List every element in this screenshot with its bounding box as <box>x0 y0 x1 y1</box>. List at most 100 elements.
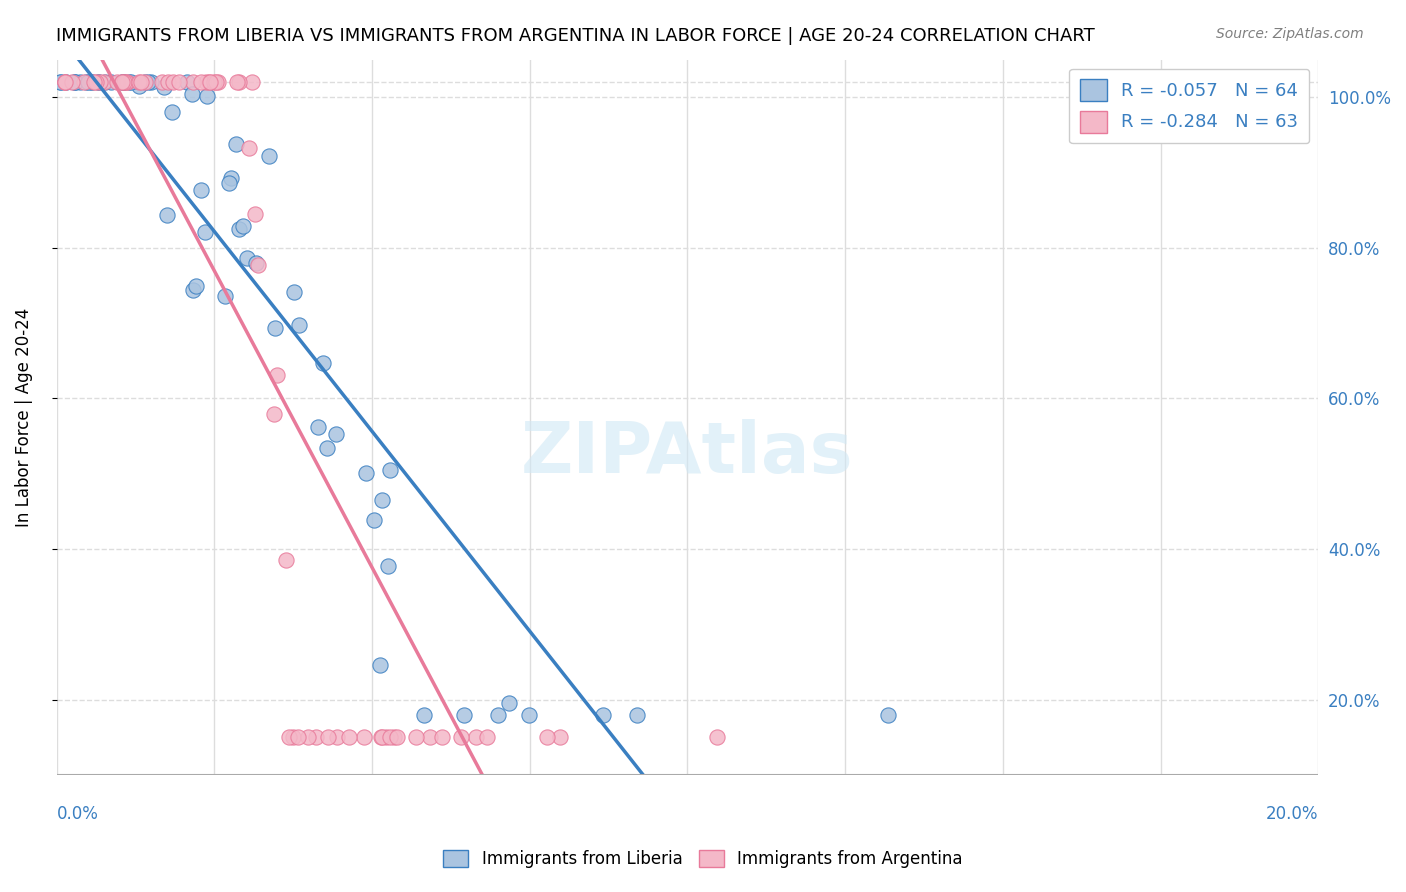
Legend: R = -0.057   N = 64, R = -0.284   N = 63: R = -0.057 N = 64, R = -0.284 N = 63 <box>1069 69 1309 144</box>
Point <box>283 285 305 300</box>
Point <box>316 441 339 455</box>
Point <box>118 75 141 89</box>
Point <box>354 466 377 480</box>
Point <box>548 731 571 745</box>
Point <box>162 75 184 89</box>
Point <box>706 731 728 745</box>
Point <box>486 707 509 722</box>
Point <box>264 321 287 335</box>
Y-axis label: In Labor Force | Age 20-24: In Labor Force | Age 20-24 <box>15 308 32 527</box>
Point <box>337 731 360 745</box>
Point <box>87 75 110 89</box>
Point <box>218 177 240 191</box>
Point <box>80 75 103 89</box>
Point <box>325 731 347 745</box>
Point <box>112 75 135 89</box>
Point <box>475 731 498 745</box>
Point <box>111 75 134 89</box>
Point <box>190 183 212 197</box>
Point <box>432 731 454 745</box>
Point <box>100 75 122 89</box>
Point <box>498 696 520 710</box>
Point <box>202 75 225 89</box>
Point <box>197 75 219 89</box>
Text: 0.0%: 0.0% <box>56 805 98 823</box>
Point <box>257 148 280 162</box>
Point <box>263 407 285 421</box>
Point <box>105 75 128 89</box>
Point <box>114 75 136 89</box>
Point <box>325 427 347 442</box>
Point <box>80 75 103 89</box>
Point <box>232 219 254 234</box>
Point <box>160 105 183 120</box>
Point <box>305 731 328 745</box>
Point <box>276 553 298 567</box>
Point <box>63 75 86 89</box>
Point <box>128 75 150 89</box>
Point <box>219 170 242 185</box>
Point <box>84 75 107 89</box>
Point <box>246 258 269 272</box>
Point <box>195 88 218 103</box>
Point <box>153 80 176 95</box>
Point <box>167 75 190 89</box>
Point <box>450 731 472 745</box>
Point <box>53 75 76 89</box>
Point <box>380 463 402 477</box>
Point <box>405 731 427 745</box>
Point <box>134 75 156 89</box>
Point <box>353 731 375 745</box>
Point <box>139 75 162 89</box>
Point <box>238 141 260 155</box>
Point <box>53 75 76 89</box>
Text: ZIPAtlas: ZIPAtlas <box>522 418 853 488</box>
Point <box>129 75 152 89</box>
Point <box>87 75 110 89</box>
Point <box>150 75 173 89</box>
Point <box>83 75 105 89</box>
Point <box>111 75 134 89</box>
Point <box>235 252 257 266</box>
Point <box>375 731 398 745</box>
Point <box>120 75 142 89</box>
Point <box>76 75 98 89</box>
Point <box>63 75 86 89</box>
Point <box>370 658 392 673</box>
Point <box>111 75 134 89</box>
Point <box>214 289 236 303</box>
Point <box>156 75 179 89</box>
Point <box>181 87 204 101</box>
Point <box>370 731 392 745</box>
Point <box>277 731 299 745</box>
Point <box>453 707 475 722</box>
Point <box>186 279 208 293</box>
Point <box>138 75 160 89</box>
Point <box>242 75 264 89</box>
Point <box>128 79 150 94</box>
Point <box>94 75 117 89</box>
Text: IMMIGRANTS FROM LIBERIA VS IMMIGRANTS FROM ARGENTINA IN LABOR FORCE | AGE 20-24 : IMMIGRANTS FROM LIBERIA VS IMMIGRANTS FR… <box>56 27 1095 45</box>
Point <box>69 75 91 89</box>
Point <box>53 75 76 89</box>
Point <box>419 731 441 745</box>
Point <box>318 731 340 745</box>
Point <box>63 75 86 89</box>
Point <box>592 707 614 722</box>
Point <box>371 493 394 508</box>
Point <box>287 318 309 333</box>
Point <box>195 75 218 89</box>
Point <box>311 356 333 370</box>
Point <box>225 137 247 152</box>
Text: 20.0%: 20.0% <box>1265 805 1319 823</box>
Point <box>49 75 72 89</box>
Point <box>112 75 135 89</box>
Point <box>245 256 267 270</box>
Point <box>413 707 436 722</box>
Point <box>228 75 250 89</box>
Point <box>283 731 305 745</box>
Point <box>49 75 72 89</box>
Point <box>176 75 198 89</box>
Point <box>307 419 329 434</box>
Point <box>181 75 204 89</box>
